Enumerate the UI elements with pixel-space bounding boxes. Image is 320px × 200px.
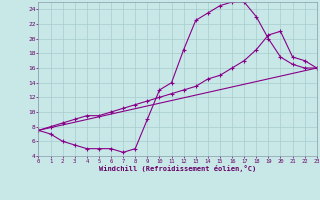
X-axis label: Windchill (Refroidissement éolien,°C): Windchill (Refroidissement éolien,°C) — [99, 165, 256, 172]
